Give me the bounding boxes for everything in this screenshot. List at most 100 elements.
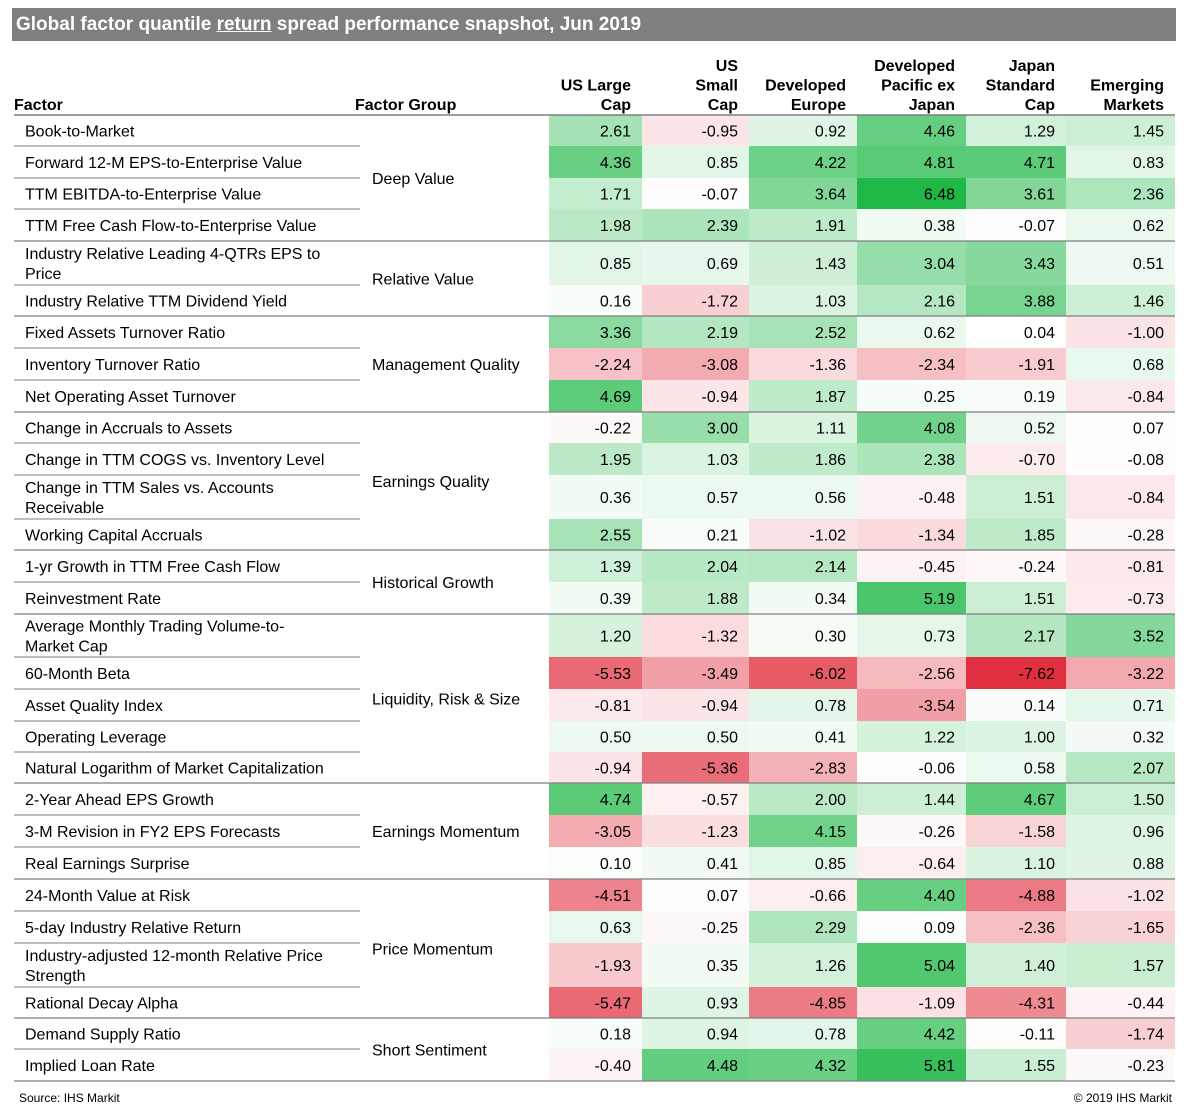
heatmap-cell [857, 752, 966, 783]
cell-value: 2.52 [815, 325, 846, 342]
heatmap-cell [966, 752, 1066, 783]
cell-value: 0.38 [924, 218, 955, 235]
heatmap-cell [1066, 783, 1175, 815]
factor-group-label: Price Momentum [372, 942, 493, 959]
heatmap-cell [749, 550, 857, 582]
factor-name: Industry Relative Leading 4-QTRs EPS to [25, 246, 320, 263]
heatmap-cell [749, 752, 857, 783]
heatmap-cell [642, 146, 749, 178]
heatmap-cell [1066, 115, 1175, 146]
cell-value: 4.36 [600, 155, 631, 172]
cell-value: -0.66 [810, 888, 847, 905]
cell-value: -3.05 [595, 824, 632, 841]
cell-value: -2.34 [919, 357, 956, 374]
heatmap-cell [642, 689, 749, 721]
cell-value: -0.11 [1020, 1027, 1055, 1044]
cell-value: -0.81 [595, 698, 632, 715]
cell-value: 0.69 [707, 256, 738, 273]
cell-value: 0.85 [707, 155, 738, 172]
heatmap-cell [749, 178, 857, 209]
header-column-3-line-2: Europe [791, 97, 846, 114]
cell-value: -1.91 [1019, 357, 1056, 374]
factor-name: Change in Accruals to Assets [25, 421, 232, 438]
heatmap-cell [1066, 614, 1175, 657]
heatmap-cell [966, 285, 1066, 316]
cell-value: -0.94 [595, 761, 632, 778]
heatmap-cell [642, 815, 749, 847]
heatmap-cell [749, 582, 857, 614]
heatmap-cell [857, 550, 966, 582]
factor-group-label: Relative Value [372, 272, 474, 289]
cell-value: 2.00 [815, 792, 846, 809]
heatmap-cell [642, 178, 749, 209]
heatmap-cell [749, 285, 857, 316]
heatmap-cell [749, 380, 857, 412]
cell-value: 2.14 [815, 559, 846, 576]
heatmap-cell [966, 412, 1066, 443]
factor-name: Real Earnings Surprise [25, 856, 190, 873]
cell-value: 1.55 [1024, 1058, 1055, 1075]
heatmap-cell [857, 987, 966, 1018]
heatmap-cell [749, 475, 857, 519]
heatmap-cell [966, 209, 1066, 241]
heatmap-cell [857, 783, 966, 815]
heatmap-cell [749, 348, 857, 380]
factor-group-label: Historical Growth [372, 575, 494, 592]
cell-value: -1.09 [919, 996, 956, 1013]
cell-value: -1.34 [919, 528, 956, 545]
cell-value: 1.39 [600, 559, 631, 576]
heatmap-cell [549, 987, 642, 1018]
heatmap-cell [857, 911, 966, 943]
cell-value: -0.40 [595, 1058, 632, 1075]
cell-value: 5.81 [924, 1058, 955, 1075]
cell-value: -5.36 [702, 761, 739, 778]
heatmap-cell [1066, 987, 1175, 1018]
header-column-4-line-3: Japan [909, 97, 955, 114]
cell-value: -3.22 [1128, 666, 1165, 683]
cell-value: 4.42 [924, 1027, 955, 1044]
heatmap-cell [549, 146, 642, 178]
cell-value: 1.45 [1133, 124, 1164, 141]
factor-name: Industry-adjusted 12-month Relative Pric… [25, 948, 323, 965]
heatmap-cell [966, 519, 1066, 550]
heatmap-cell [642, 209, 749, 241]
cell-value: 1.57 [1133, 958, 1164, 975]
heatmap-cell [549, 475, 642, 519]
factor-name: 5-day Industry Relative Return [25, 920, 241, 937]
heatmap-cell [549, 815, 642, 847]
cell-value: 1.11 [816, 421, 846, 438]
heatmap-cell [642, 783, 749, 815]
heatmap-cell [642, 1018, 749, 1049]
heatmap-cell [642, 241, 749, 285]
factor-name: Net Operating Asset Turnover [25, 389, 236, 406]
heatmap-cell [857, 285, 966, 316]
heatmap-cell [549, 1049, 642, 1081]
heatmap-cell [1066, 879, 1175, 911]
header-column-2-line-3: Cap [708, 97, 738, 114]
heatmap-cell [642, 519, 749, 550]
source-note: Source: IHS Markit [19, 1091, 120, 1105]
factor-name: Industry Relative TTM Dividend Yield [25, 294, 287, 311]
factor-name: Market Cap [25, 639, 108, 656]
heatmap-cell [642, 943, 749, 987]
cell-value: 0.34 [815, 591, 846, 608]
heatmap-cell [1066, 380, 1175, 412]
factor-name: Fixed Assets Turnover Ratio [25, 325, 225, 342]
heatmap-cell [1066, 752, 1175, 783]
heatmap-cell [966, 815, 1066, 847]
heatmap-cell [966, 146, 1066, 178]
heatmap-cell [642, 1049, 749, 1081]
cell-value: 2.55 [600, 528, 631, 545]
heatmap-cell [857, 209, 966, 241]
cell-value: 0.07 [1133, 421, 1164, 438]
heatmap-cell [749, 943, 857, 987]
heatmap-cell [857, 241, 966, 285]
heatmap-cell [749, 209, 857, 241]
heatmap-cell [549, 1018, 642, 1049]
heatmap-cell [966, 879, 1066, 911]
heatmap-cell [1066, 348, 1175, 380]
heatmap-cell [1066, 146, 1175, 178]
heatmap-cell [749, 847, 857, 879]
heatmap-cell [1066, 943, 1175, 987]
cell-value: 0.94 [707, 1027, 738, 1044]
